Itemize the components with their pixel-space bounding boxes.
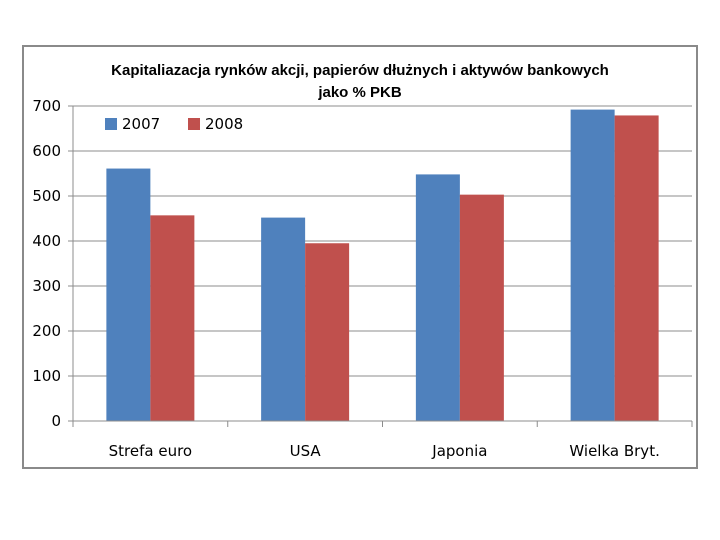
y-tick-label: 500: [32, 187, 61, 205]
bar-2007: [570, 109, 615, 421]
y-tick-label: 100: [32, 367, 61, 385]
bars: [106, 109, 659, 421]
bar-2008: [305, 243, 350, 421]
x-category-label: Wielka Bryt.: [569, 442, 659, 460]
bar-2008: [614, 115, 659, 421]
bar-2007: [415, 174, 460, 421]
y-axis-ticks: 0 100 200 300 400 500 600 700: [32, 97, 73, 430]
bar-2007: [106, 168, 151, 421]
y-tick-label: 400: [32, 232, 61, 250]
y-tick-label: 600: [32, 142, 61, 160]
y-tick-label: 300: [32, 277, 61, 295]
y-tick-label: 200: [32, 322, 61, 340]
x-category-label: Strefa euro: [109, 442, 192, 460]
bar-2008: [150, 215, 195, 421]
axes: [72, 106, 693, 427]
legend-swatch-2007: [105, 118, 117, 130]
legend-label-2007: 2007: [122, 115, 160, 133]
x-axis-categories: Strefa euro USA Japonia Wielka Bryt.: [109, 442, 660, 460]
x-category-label: USA: [290, 442, 322, 460]
legend: 2007 2008: [105, 115, 243, 133]
legend-label-2008: 2008: [205, 115, 243, 133]
legend-swatch-2008: [188, 118, 200, 130]
x-category-label: Japonia: [431, 442, 487, 460]
y-tick-label: 700: [32, 97, 61, 115]
y-tick-label: 0: [51, 412, 61, 430]
chart-title: Kapitaliazacja rynków akcji, papierów dł…: [111, 62, 609, 79]
chart-subtitle: jako % PKB: [317, 84, 402, 101]
bar-2008: [459, 194, 504, 421]
bar-2007: [261, 217, 306, 421]
